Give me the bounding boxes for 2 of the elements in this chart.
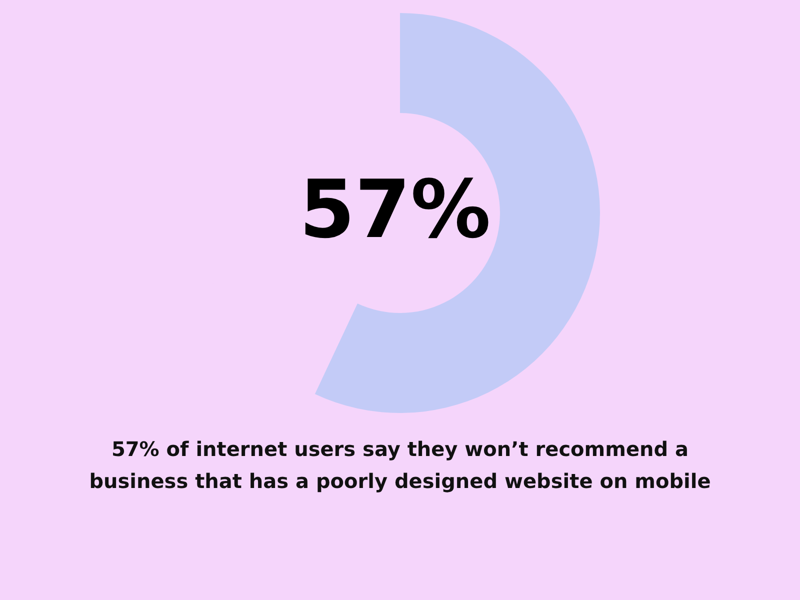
text: 57% of internet users say they won’t recommend a business that has a poorly designed website on mobile <box>89 437 711 493</box>
text: 57% <box>299 163 491 256</box>
